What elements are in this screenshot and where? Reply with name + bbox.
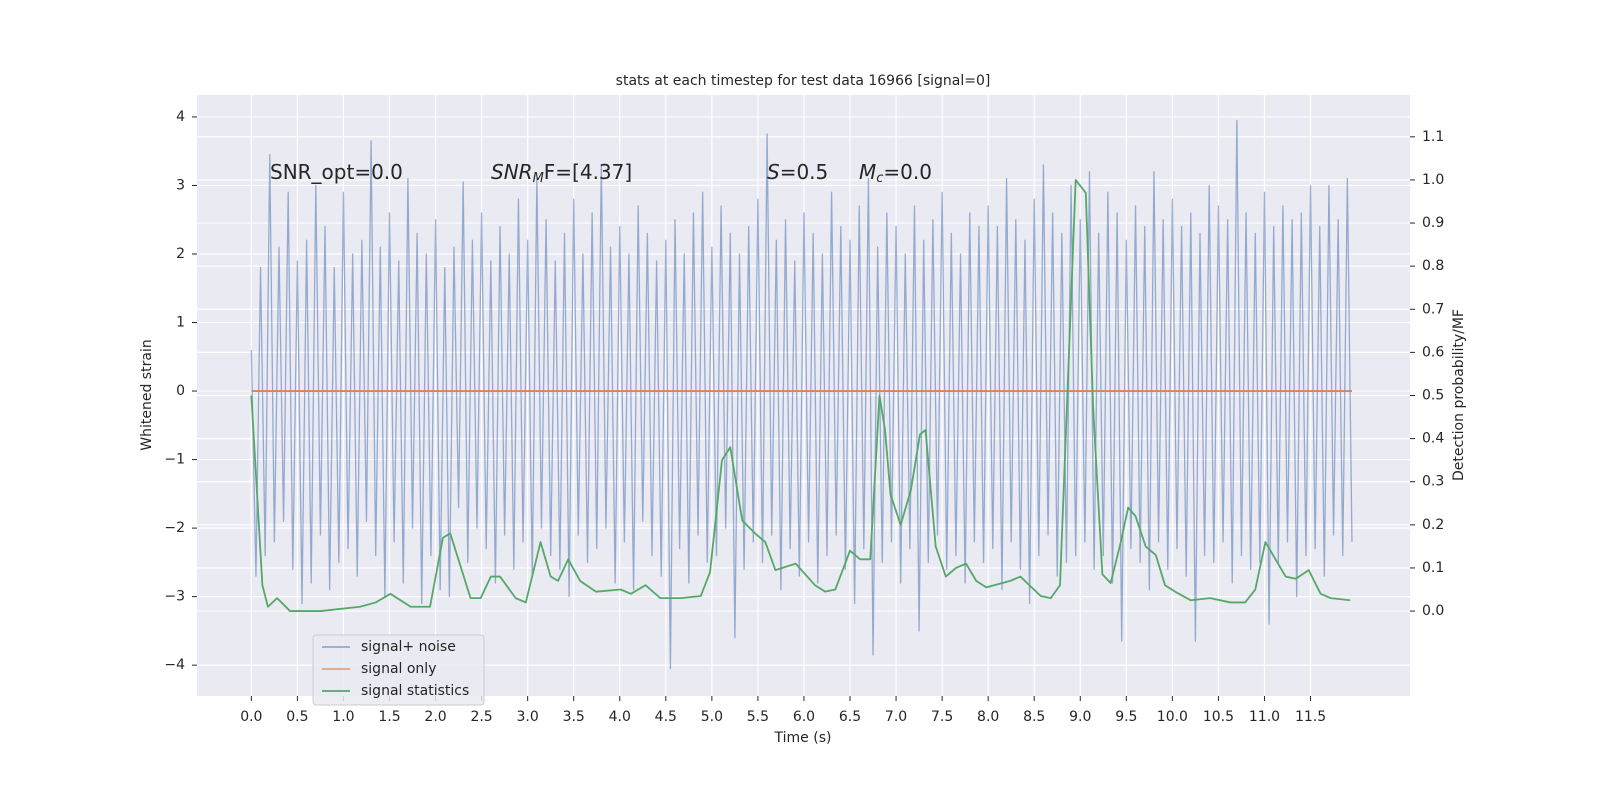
x-axis-label: Time (s): [774, 730, 832, 746]
y-tick-label: 2: [176, 246, 185, 262]
x-tick-label: 1.0: [332, 709, 354, 725]
annotation-sub: c: [876, 171, 883, 186]
y-axis-label: Whitened strain: [139, 339, 155, 450]
y2-tick-label: 0.6: [1422, 344, 1444, 360]
series-line: [250, 119, 1353, 670]
x-tick-label: 2.5: [470, 709, 492, 725]
y-tick-label: −3: [164, 589, 185, 605]
x-tick-label: 0.0: [240, 709, 262, 725]
annotation: Mc=0.0: [859, 160, 932, 186]
y2-tick-label: 0.5: [1422, 388, 1444, 404]
y-tick-label: 3: [176, 177, 185, 193]
x-tick-label: 5.0: [701, 709, 723, 725]
annotation-sub: M: [533, 171, 544, 186]
annotation-rest: F=[4.37]: [544, 160, 632, 184]
chart-title: stats at each timestep for test data 169…: [616, 73, 991, 89]
y2-tick-label: 0.8: [1422, 258, 1444, 274]
x-tick-label: 8.5: [1023, 709, 1045, 725]
legend-label: signal+ noise: [361, 639, 456, 655]
x-tick-label: 0.5: [286, 709, 308, 725]
x-tick-label: 7.5: [931, 709, 953, 725]
x-tick-label: 6.0: [793, 709, 815, 725]
y2-tick-label: 0.0: [1422, 603, 1444, 619]
y2-tick-label: 1.0: [1422, 172, 1444, 188]
x-tick-label: 2.0: [424, 709, 446, 725]
series-line: [250, 179, 1351, 612]
y2-axis-label: Detection probability/MF: [1451, 309, 1467, 481]
y2-tick-label: 0.1: [1422, 560, 1444, 576]
legend-box: [312, 634, 485, 706]
y-tick-label: −2: [164, 520, 185, 536]
y2-tick-label: 0.3: [1422, 474, 1444, 490]
annotation-base: M: [859, 160, 876, 184]
x-tick-label: 1.5: [378, 709, 400, 725]
y2-tick-label: 0.9: [1422, 215, 1444, 231]
annotation-base: S: [767, 160, 780, 184]
x-tick-label: 10.5: [1203, 709, 1234, 725]
x-tick-label: 8.0: [977, 709, 999, 725]
y-tick-label: −1: [164, 452, 185, 468]
x-tick-label: 11.0: [1249, 709, 1280, 725]
annotation-rest: =0.0: [883, 160, 932, 184]
y2-tick-label: 0.2: [1422, 517, 1444, 533]
annotation: S=0.5: [767, 160, 828, 184]
x-tick-label: 6.5: [839, 709, 861, 725]
x-tick-label: 5.5: [747, 709, 769, 725]
y2-tick-label: 1.1: [1422, 129, 1444, 145]
x-tick-label: 3.0: [517, 709, 539, 725]
y2-tick-label: 0.7: [1422, 301, 1444, 317]
y2-tick-label: 0.4: [1422, 431, 1444, 447]
y-tick-label: −4: [164, 657, 185, 673]
x-tick-label: 10.0: [1157, 709, 1188, 725]
x-tick-label: 4.0: [609, 709, 631, 725]
x-tick-label: 4.5: [655, 709, 677, 725]
x-tick-label: 9.5: [1115, 709, 1137, 725]
y-tick-label: 1: [176, 315, 185, 331]
annotation: SNRMF=[4.37]: [491, 160, 632, 186]
x-tick-label: 7.0: [885, 709, 907, 725]
annotation: SNR_opt=0.0: [270, 160, 403, 184]
legend-label: signal statistics: [361, 683, 469, 699]
y-tick-label: 4: [176, 109, 185, 125]
annotation-rest: =0.5: [780, 160, 829, 184]
legend-label: signal only: [361, 661, 436, 677]
annotation-text: SNR_opt=0.0: [270, 160, 403, 184]
x-tick-label: 9.0: [1069, 709, 1091, 725]
x-tick-label: 3.5: [563, 709, 585, 725]
y-tick-label: 0: [176, 383, 185, 399]
annotation-base: SNR: [491, 160, 533, 184]
x-tick-label: 11.5: [1295, 709, 1326, 725]
legend: signal+ noise signal only signal statistic…: [312, 634, 485, 706]
